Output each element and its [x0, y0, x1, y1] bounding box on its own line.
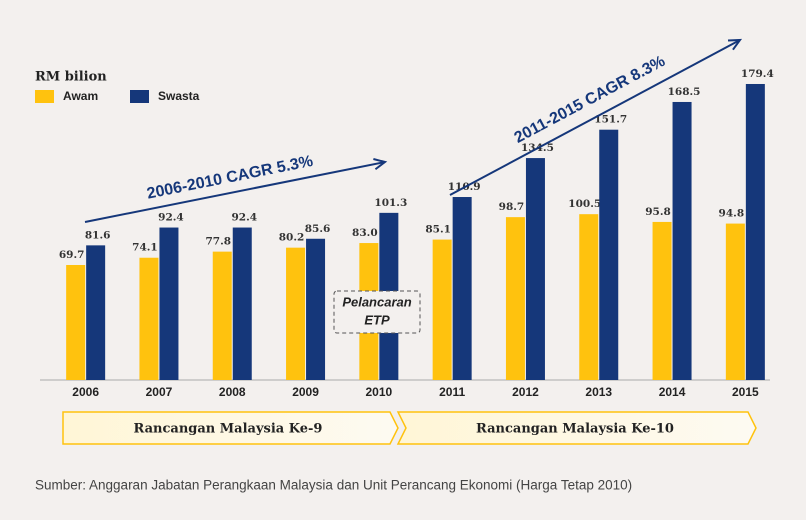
- x-tick-label: 2010: [365, 385, 392, 399]
- annotation: Pelancaran: [342, 294, 411, 309]
- value-label: 98.7: [499, 201, 525, 213]
- value-label: 179.4: [741, 68, 774, 80]
- period-band: [62, 411, 399, 445]
- x-tick-label: 2008: [219, 385, 246, 399]
- legend-label: Awam: [63, 89, 98, 103]
- period-label: Rancangan Malaysia Ke-10: [476, 422, 674, 437]
- bar: [452, 197, 472, 380]
- bar: [599, 129, 619, 380]
- legend-swatch: [35, 90, 54, 103]
- period-band: [396, 411, 757, 445]
- value-label: 85.1: [425, 224, 451, 236]
- bar: [525, 158, 545, 380]
- y-label: RM bilion: [35, 70, 107, 85]
- bar: [432, 239, 452, 380]
- value-label: 69.7: [59, 249, 85, 261]
- value-label: 95.8: [645, 206, 671, 218]
- value-label: 94.8: [719, 208, 745, 220]
- value-label: 101.3: [374, 197, 407, 209]
- x-tick-label: 2014: [659, 385, 686, 399]
- value-label: 92.4: [158, 212, 184, 224]
- value-label: 92.4: [231, 212, 257, 224]
- arrow: [449, 39, 741, 196]
- legend-swatch: [130, 90, 149, 103]
- source: Sumber: Anggaran Jabatan Perangkaan Mala…: [35, 478, 632, 493]
- bar: [306, 238, 326, 380]
- bar: [286, 247, 306, 380]
- period-label: Rancangan Malaysia Ke-9: [134, 422, 323, 437]
- x-tick-label: 2009: [292, 385, 319, 399]
- value-label: 100.5: [568, 198, 601, 210]
- value-label: 81.6: [85, 229, 111, 241]
- bar: [139, 257, 159, 380]
- bar: [86, 245, 106, 380]
- bar: [212, 251, 232, 380]
- bar: [745, 83, 765, 381]
- bar: [66, 264, 86, 380]
- bar: [579, 214, 599, 380]
- arrow: [84, 161, 386, 223]
- x-tick-label: 2013: [585, 385, 612, 399]
- value-label: 83.0: [352, 227, 378, 239]
- x-tick-label: 2011: [439, 385, 465, 399]
- annotation: ETP: [364, 312, 390, 327]
- bar: [652, 221, 672, 380]
- x-tick-label: 2006: [72, 385, 99, 399]
- bar: [672, 101, 692, 380]
- x-tick-label: 2012: [512, 385, 539, 399]
- value-label: 151.7: [594, 114, 627, 126]
- x-tick-label: 2007: [146, 385, 173, 399]
- x-tick-label: 2015: [732, 385, 759, 399]
- value-label: 77.8: [205, 236, 231, 248]
- bar: [505, 217, 525, 380]
- value-label: 85.6: [305, 223, 331, 235]
- legend-label: Swasta: [158, 89, 200, 103]
- value-label: 80.2: [279, 232, 305, 244]
- annotation-box: [333, 290, 421, 334]
- bar: [159, 227, 179, 380]
- value-label: 74.1: [132, 242, 158, 254]
- arrow-head: [373, 158, 388, 171]
- arrow-head: [727, 38, 743, 51]
- bar: [725, 223, 745, 380]
- bar: [232, 227, 252, 380]
- value-label: 168.5: [668, 86, 701, 98]
